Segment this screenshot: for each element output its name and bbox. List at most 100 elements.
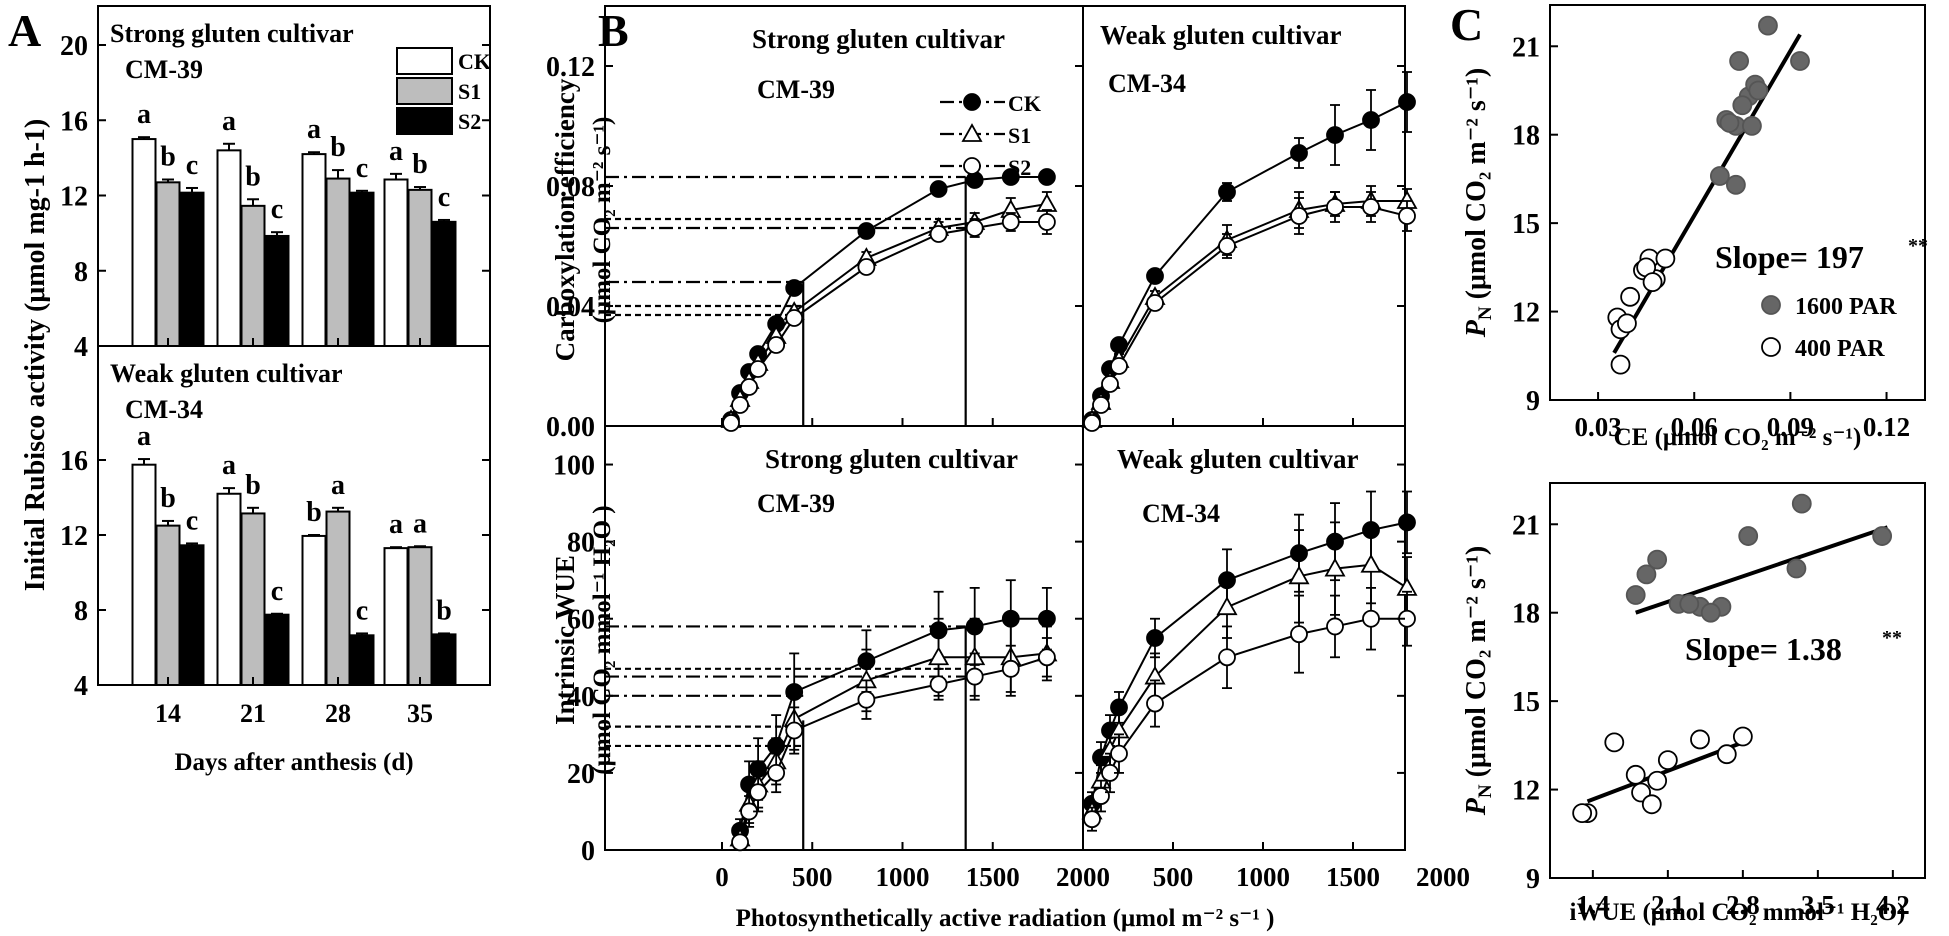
legend-label: S1 (458, 79, 481, 104)
significance-letter: c (186, 505, 198, 536)
data-point-s2 (929, 675, 948, 694)
bar-s1 (325, 177, 351, 347)
series-line-s1 (1091, 200, 1407, 421)
y-axis-title: PN (μmol CO₂ m⁻² s⁻¹) (1461, 68, 1496, 338)
data-point-ck (1146, 267, 1164, 285)
data-point-s2 (1001, 659, 1020, 678)
data-point-400-par (1716, 744, 1737, 765)
legend-swatch-ck (396, 47, 453, 75)
data-point-1600-par (1758, 15, 1778, 36)
x-tick-label: 0 (715, 862, 729, 892)
significance-letter: a (222, 450, 236, 481)
y-tick-label: 60 (567, 605, 595, 636)
data-point-400-par (1620, 286, 1641, 307)
bar-s1 (240, 512, 266, 686)
data-point-400-par (1610, 354, 1631, 375)
y-tick-label: 4 (74, 332, 88, 363)
bar-ck (216, 492, 242, 686)
y-tick-label: 12 (60, 182, 88, 213)
bar-s1 (407, 546, 433, 686)
data-point-s1 (1288, 565, 1310, 585)
legend-label: 1600 PAR (1795, 294, 1897, 320)
data-point-s2 (1101, 375, 1119, 393)
y-tick-label: 0.12 (546, 52, 595, 83)
significance-letter: b (245, 470, 261, 501)
data-point-400-par (1642, 272, 1663, 292)
y-tick-label: 0.00 (546, 412, 595, 443)
significance-letter: c (356, 153, 368, 184)
significance-letter: b (330, 132, 346, 163)
data-point-1600-par (1647, 549, 1668, 570)
data-point-ck (1218, 183, 1236, 201)
data-point-400-par (1641, 794, 1662, 815)
bar-s2 (179, 191, 205, 347)
y-tick-label: 21 (1512, 32, 1540, 63)
y-tick-label: 100 (553, 451, 595, 482)
data-point-s2 (1326, 617, 1344, 636)
data-point-400-par (1647, 770, 1668, 791)
data-point-s2 (749, 783, 767, 802)
panel-b-frame (604, 5, 1406, 851)
y-axis-subtitle: (μmol CO₂ m⁻² s⁻¹) (589, 117, 616, 324)
significance-letter: c (438, 182, 450, 213)
y-axis-title-subscript: N (1475, 784, 1496, 798)
data-point-1600-par (1738, 526, 1759, 546)
legend-label: S2 (458, 109, 481, 134)
data-point-s2 (785, 721, 804, 740)
data-point-s2 (1146, 694, 1164, 713)
data-point-s2 (749, 360, 767, 378)
bar-s2 (179, 544, 205, 686)
data-point-s2 (857, 258, 876, 276)
data-point-s2 (1083, 810, 1101, 829)
data-point-s2 (1146, 294, 1164, 312)
panel-subtitle: CM-39 (757, 489, 835, 518)
y-tick-label: 12 (1512, 776, 1540, 807)
panel-label-a: A (8, 5, 41, 56)
series-line-s1 (730, 203, 1048, 421)
series-line-ck (1091, 101, 1408, 421)
panel-title: Strong gluten cultivar (110, 19, 354, 48)
y-tick-label: 15 (1512, 687, 1540, 718)
data-point-1600-par (1872, 526, 1893, 546)
data-point-ck (929, 180, 948, 198)
y-axis-title: Initial Rubisco activity (μmol mg-1 h-1) (20, 119, 51, 591)
y-tick-label: 12 (1512, 298, 1540, 329)
significance-letter: a (137, 99, 151, 130)
x-axis-title: Days after anthesis (d) (174, 749, 413, 776)
y-tick-label: 18 (1512, 599, 1540, 630)
series-line-s2 (1091, 206, 1408, 424)
significance-letter: a (389, 509, 403, 540)
legend-marker-400-par (1761, 337, 1781, 357)
y-tick-label: 16 (60, 446, 88, 477)
data-point-s2 (1398, 207, 1416, 225)
y-tick-label: 18 (1512, 121, 1540, 152)
data-point-s2 (1362, 198, 1380, 216)
slope-label: Slope= 197 (1715, 239, 1864, 275)
fit-line (1586, 740, 1744, 804)
significance-letter: c (271, 194, 283, 225)
y-axis-title-symbol: P (1461, 797, 1492, 816)
scatter-frame (1549, 4, 1926, 401)
data-point-s2 (1092, 396, 1110, 414)
bar-ck (131, 463, 157, 686)
bar-s2 (264, 234, 290, 347)
data-point-s1 (1036, 193, 1058, 212)
bar-s2 (431, 220, 457, 347)
data-point-ck (1001, 168, 1020, 186)
significance-letter: b (245, 161, 261, 192)
significance-marker: ** (1882, 627, 1902, 649)
data-point-ck (1398, 93, 1416, 111)
data-point-s2 (1218, 648, 1236, 667)
data-point-s2 (857, 690, 876, 709)
x-tick-label: 4.2 (1876, 890, 1910, 920)
legend-marker-s1 (961, 123, 983, 142)
bar-ck (383, 178, 409, 347)
y-tick-label: 15 (1512, 209, 1540, 240)
slope-label: Slope= 1.38 (1685, 631, 1842, 667)
y-tick-label: 4 (74, 671, 88, 702)
y-axis-title: Carboxylation efficiency (550, 78, 580, 361)
significance-letter: b (436, 595, 452, 626)
y-axis-title: PN (μmol CO₂ m⁻² s⁻¹) (1461, 546, 1496, 816)
data-point-s2 (1083, 414, 1101, 432)
legend-swatch-s1 (396, 77, 453, 105)
